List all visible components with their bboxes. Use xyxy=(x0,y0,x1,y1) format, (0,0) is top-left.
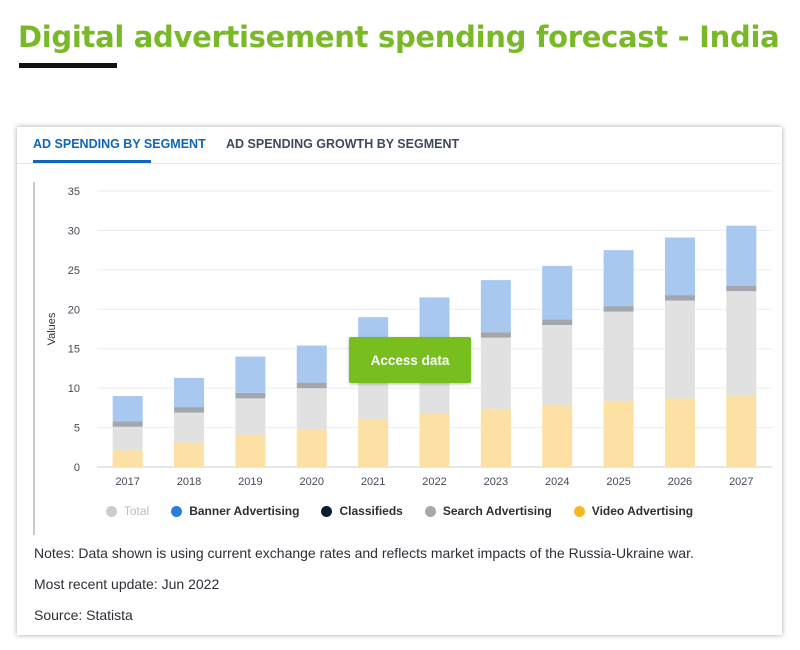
tab-ad-spending-growth-by-segment[interactable]: AD SPENDING GROWTH BY SEGMENT xyxy=(226,137,460,151)
bar-segment-video-advertising xyxy=(358,418,389,467)
y-tick-label: 30 xyxy=(68,225,80,237)
bar-segment-classifieds xyxy=(235,392,266,399)
x-tick-label: 2017 xyxy=(115,476,139,488)
bar-segment-search-advertising xyxy=(726,291,757,396)
access-data-button[interactable]: Access data xyxy=(349,337,471,383)
bar-segment-banner-advertising xyxy=(664,237,695,296)
bar-segment-banner-advertising xyxy=(112,396,143,422)
chart-frame-line xyxy=(33,182,35,535)
bar-segment-search-advertising xyxy=(296,388,327,430)
tab-bar: AD SPENDING BY SEGMENT AD SPENDING GROWT… xyxy=(17,127,782,164)
bar-segment-video-advertising xyxy=(174,442,205,467)
bar-segment-banner-advertising xyxy=(480,280,511,333)
bar-segment-video-advertising xyxy=(112,450,143,467)
bar-segment-classifieds xyxy=(603,306,634,312)
bar-segment-search-advertising xyxy=(603,311,634,401)
bar-segment-video-advertising xyxy=(603,400,634,467)
y-tick-label: 20 xyxy=(68,304,80,316)
bar-segment-classifieds xyxy=(542,319,573,326)
x-tick-label: 2025 xyxy=(606,476,630,488)
bar-segment-classifieds xyxy=(112,421,143,427)
tab-ad-spending-by-segment[interactable]: AD SPENDING BY SEGMENT xyxy=(33,137,206,151)
legend-item-banner-advertising[interactable]: Banner Advertising xyxy=(171,504,299,518)
bar-segment-search-advertising xyxy=(542,325,573,405)
x-tick-label: 2024 xyxy=(545,476,569,488)
x-tick-label: 2027 xyxy=(729,476,753,488)
legend-label: Video Advertising xyxy=(591,504,694,518)
update-text: Most recent update: Jun 2022 xyxy=(34,576,220,592)
bar-segment-banner-advertising xyxy=(174,377,205,408)
title-underline xyxy=(19,63,117,68)
legend-marker xyxy=(171,505,183,517)
legend-label: Banner Advertising xyxy=(189,504,300,518)
bar-segment-classifieds xyxy=(726,285,757,292)
bar-segment-classifieds xyxy=(174,407,205,413)
bar-segment-video-advertising xyxy=(664,398,695,467)
legend-item-classifieds[interactable]: Classifieds xyxy=(321,504,403,518)
x-tick-label: 2023 xyxy=(484,476,508,488)
bar-segment-classifieds xyxy=(296,382,327,389)
y-tick-label: 10 xyxy=(68,383,80,395)
bar-segment-video-advertising xyxy=(480,408,511,467)
x-tick-label: 2019 xyxy=(238,476,262,488)
legend-marker xyxy=(105,505,117,517)
bar-segment-classifieds xyxy=(664,295,695,301)
bar-segment-video-advertising xyxy=(726,395,757,467)
y-tick-label: 5 xyxy=(74,423,80,435)
legend-label: Total xyxy=(123,504,150,518)
bar-segment-search-advertising xyxy=(235,398,266,435)
y-tick-label: 25 xyxy=(68,265,80,277)
source-text: Source: Statista xyxy=(34,607,133,623)
active-tab-indicator xyxy=(33,160,151,163)
bar-segment-banner-advertising xyxy=(542,265,573,320)
x-tick-label: 2026 xyxy=(668,476,692,488)
chart-card: AD SPENDING BY SEGMENT AD SPENDING GROWT… xyxy=(17,127,782,635)
legend-item-search-advertising[interactable]: Search Advertising xyxy=(424,504,552,518)
bar-segment-search-advertising xyxy=(174,412,205,443)
legend-label: Classifieds xyxy=(339,504,403,518)
bar-segment-video-advertising xyxy=(542,404,573,467)
bar-segment-video-advertising xyxy=(296,429,327,467)
bar-segment-banner-advertising xyxy=(603,250,634,307)
x-tick-label: 2018 xyxy=(177,476,201,488)
bar-segment-video-advertising xyxy=(419,413,450,467)
y-tick-label: 15 xyxy=(68,344,80,356)
legend-marker xyxy=(424,505,436,517)
x-tick-label: 2020 xyxy=(300,476,324,488)
x-tick-label: 2021 xyxy=(361,476,385,488)
legend-marker xyxy=(321,505,333,517)
legend-label: Search Advertising xyxy=(442,504,552,518)
bar-segment-banner-advertising xyxy=(296,345,327,383)
page-title: Digital advertisement spending forecast … xyxy=(18,20,780,54)
notes-text: Notes: Data shown is using current excha… xyxy=(34,545,694,561)
bar-segment-search-advertising xyxy=(664,300,695,399)
bar-segment-banner-advertising xyxy=(235,356,266,393)
bar-segment-video-advertising xyxy=(235,434,266,467)
bar-segment-banner-advertising xyxy=(726,225,757,286)
x-tick-label: 2022 xyxy=(422,476,446,488)
legend-item-video-advertising[interactable]: Video Advertising xyxy=(573,504,694,518)
bar-segment-classifieds xyxy=(480,332,511,338)
legend-marker xyxy=(573,505,585,517)
legend-item-total[interactable]: Total xyxy=(105,504,150,518)
chart-legend: Total Banner Advertising Classifieds Search… xyxy=(17,501,782,521)
bar-segment-search-advertising xyxy=(112,426,143,451)
bar-segment-search-advertising xyxy=(480,337,511,409)
y-tick-label: 0 xyxy=(74,462,80,474)
y-tick-label: 35 xyxy=(68,186,80,198)
y-axis-label: Values xyxy=(46,312,58,345)
